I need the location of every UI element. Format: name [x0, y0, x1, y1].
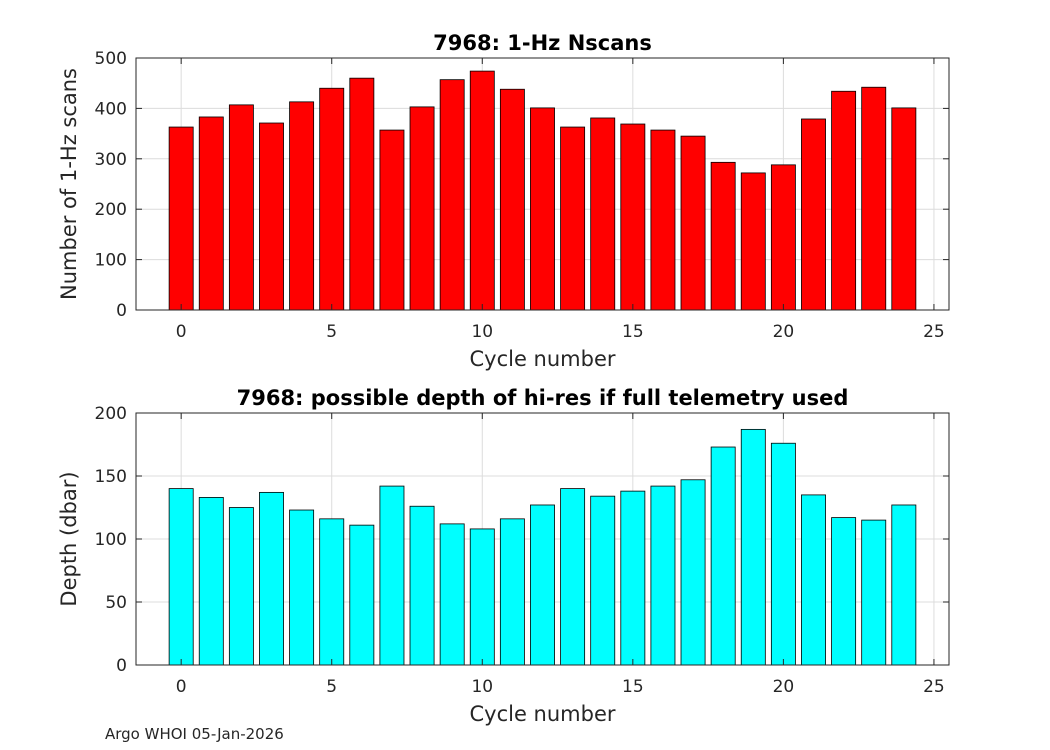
- bar: [680, 135, 706, 311]
- bar: [801, 118, 826, 311]
- bar: [349, 77, 375, 311]
- bar: [530, 504, 555, 666]
- bar: [680, 479, 706, 666]
- x-tick-label: 15: [622, 322, 644, 342]
- bar: [228, 507, 254, 666]
- x-tick-label: 25: [923, 677, 945, 697]
- bar: [861, 519, 887, 666]
- bar: [710, 446, 736, 666]
- x-tick-label: 20: [773, 322, 795, 342]
- bar: [228, 104, 254, 311]
- footer-credit: Argo WHOI 05-Jan-2026: [105, 725, 284, 743]
- y-tick-label: 0: [116, 656, 127, 676]
- bar: [439, 79, 465, 311]
- bar: [740, 428, 766, 666]
- bar: [319, 518, 345, 666]
- bar: [198, 497, 224, 666]
- bar: [770, 442, 796, 666]
- bar: [409, 505, 435, 666]
- y-tick-label: 100: [95, 251, 127, 271]
- y-tick-label: 150: [95, 467, 127, 487]
- bar: [289, 101, 315, 311]
- bar: [289, 509, 315, 666]
- bar: [710, 161, 736, 311]
- bar: [168, 488, 194, 666]
- bar: [168, 126, 194, 311]
- y-tick-label: 200: [95, 200, 127, 220]
- x-tick-label: 0: [176, 322, 187, 342]
- bar: [620, 123, 646, 311]
- y-tick-label: 0: [116, 301, 127, 321]
- bar: [349, 524, 375, 666]
- bar: [861, 86, 887, 311]
- chart-title: 7968: possible depth of hi-res if full t…: [237, 386, 849, 410]
- axes-box: [135, 57, 950, 311]
- bar: [469, 528, 495, 666]
- x-axis-label: Cycle number: [469, 347, 615, 371]
- bar: [831, 90, 857, 311]
- x-tick-label: 10: [471, 322, 493, 342]
- bar: [499, 88, 525, 311]
- x-tick-label: 0: [176, 677, 187, 697]
- bar: [590, 495, 616, 666]
- x-tick-label: 5: [326, 677, 337, 697]
- bar: [831, 517, 857, 666]
- bar: [499, 518, 525, 666]
- chart-title: 7968: 1-Hz Nscans: [433, 31, 652, 55]
- x-tick-label: 25: [923, 322, 945, 342]
- y-tick-label: 200: [95, 404, 127, 424]
- bar: [198, 116, 224, 311]
- chart-panel-1: 0 5 10 15 20 25 0 100 200 300 400 500 7968: 1-Hz Nsc…: [57, 31, 950, 371]
- bar: [590, 117, 616, 311]
- x-tick-label: 5: [326, 322, 337, 342]
- bar: [891, 504, 917, 666]
- bar: [379, 129, 405, 311]
- x-tick-label: 10: [471, 677, 493, 697]
- bar: [379, 485, 405, 666]
- bar: [259, 491, 284, 666]
- bar: [560, 126, 586, 311]
- bar: [620, 490, 646, 666]
- bar: [770, 164, 796, 311]
- y-axis-label: Number of 1-Hz scans: [57, 68, 81, 300]
- x-axis-label: Cycle number: [469, 702, 615, 726]
- bar: [439, 523, 465, 666]
- bar: [530, 107, 555, 311]
- bar: [801, 494, 826, 666]
- bar: [740, 172, 766, 311]
- bar: [409, 106, 435, 311]
- bar: [259, 122, 284, 311]
- x-tick-label: 20: [773, 677, 795, 697]
- bar: [650, 485, 676, 666]
- y-tick-label: 500: [95, 49, 127, 69]
- y-tick-label: 400: [95, 99, 127, 119]
- y-tick-label: 100: [95, 530, 127, 550]
- bar: [560, 488, 586, 666]
- y-tick-label: 300: [95, 150, 127, 170]
- chart-panel-2: 0 5 10 15 20 25 0 50 100 150 200 7968: possible dep…: [57, 386, 950, 726]
- bar: [469, 70, 495, 311]
- bar: [650, 129, 676, 311]
- bar: [891, 107, 917, 311]
- x-tick-label: 15: [622, 677, 644, 697]
- y-axis-label: Depth (dbar): [57, 471, 81, 606]
- bar: [319, 87, 345, 311]
- y-tick-label: 50: [105, 593, 127, 613]
